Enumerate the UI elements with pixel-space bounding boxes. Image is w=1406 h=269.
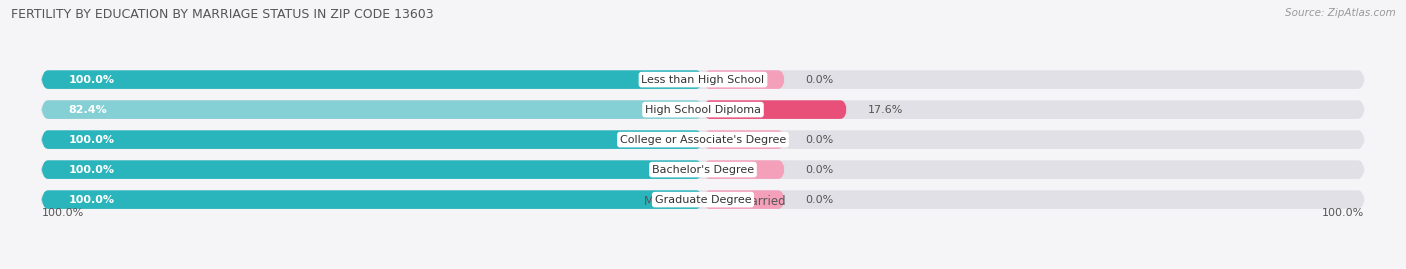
FancyBboxPatch shape bbox=[42, 70, 1364, 89]
Text: 100.0%: 100.0% bbox=[69, 194, 115, 205]
Text: Graduate Degree: Graduate Degree bbox=[655, 194, 751, 205]
Text: 82.4%: 82.4% bbox=[69, 105, 108, 115]
FancyBboxPatch shape bbox=[703, 100, 846, 119]
FancyBboxPatch shape bbox=[42, 160, 703, 179]
Text: 100.0%: 100.0% bbox=[1322, 208, 1364, 218]
Text: Less than High School: Less than High School bbox=[641, 75, 765, 85]
FancyBboxPatch shape bbox=[42, 100, 1364, 119]
Text: 100.0%: 100.0% bbox=[69, 165, 115, 175]
Text: 0.0%: 0.0% bbox=[806, 134, 834, 145]
Legend: Married, Unmarried: Married, Unmarried bbox=[616, 190, 790, 213]
FancyBboxPatch shape bbox=[42, 130, 1364, 149]
Text: College or Associate's Degree: College or Associate's Degree bbox=[620, 134, 786, 145]
Text: 100.0%: 100.0% bbox=[42, 208, 84, 218]
FancyBboxPatch shape bbox=[42, 190, 703, 209]
Text: Bachelor's Degree: Bachelor's Degree bbox=[652, 165, 754, 175]
FancyBboxPatch shape bbox=[42, 190, 1364, 209]
Text: 0.0%: 0.0% bbox=[806, 165, 834, 175]
Text: 100.0%: 100.0% bbox=[69, 134, 115, 145]
FancyBboxPatch shape bbox=[703, 70, 785, 89]
FancyBboxPatch shape bbox=[703, 160, 785, 179]
Text: High School Diploma: High School Diploma bbox=[645, 105, 761, 115]
Text: 0.0%: 0.0% bbox=[806, 75, 834, 85]
Text: 0.0%: 0.0% bbox=[806, 194, 834, 205]
Text: FERTILITY BY EDUCATION BY MARRIAGE STATUS IN ZIP CODE 13603: FERTILITY BY EDUCATION BY MARRIAGE STATU… bbox=[11, 8, 434, 21]
FancyBboxPatch shape bbox=[42, 100, 703, 119]
Text: 100.0%: 100.0% bbox=[69, 75, 115, 85]
FancyBboxPatch shape bbox=[42, 160, 1364, 179]
Text: 17.6%: 17.6% bbox=[868, 105, 903, 115]
FancyBboxPatch shape bbox=[703, 190, 785, 209]
FancyBboxPatch shape bbox=[42, 70, 703, 89]
FancyBboxPatch shape bbox=[703, 130, 785, 149]
FancyBboxPatch shape bbox=[42, 130, 703, 149]
Text: Source: ZipAtlas.com: Source: ZipAtlas.com bbox=[1285, 8, 1396, 18]
